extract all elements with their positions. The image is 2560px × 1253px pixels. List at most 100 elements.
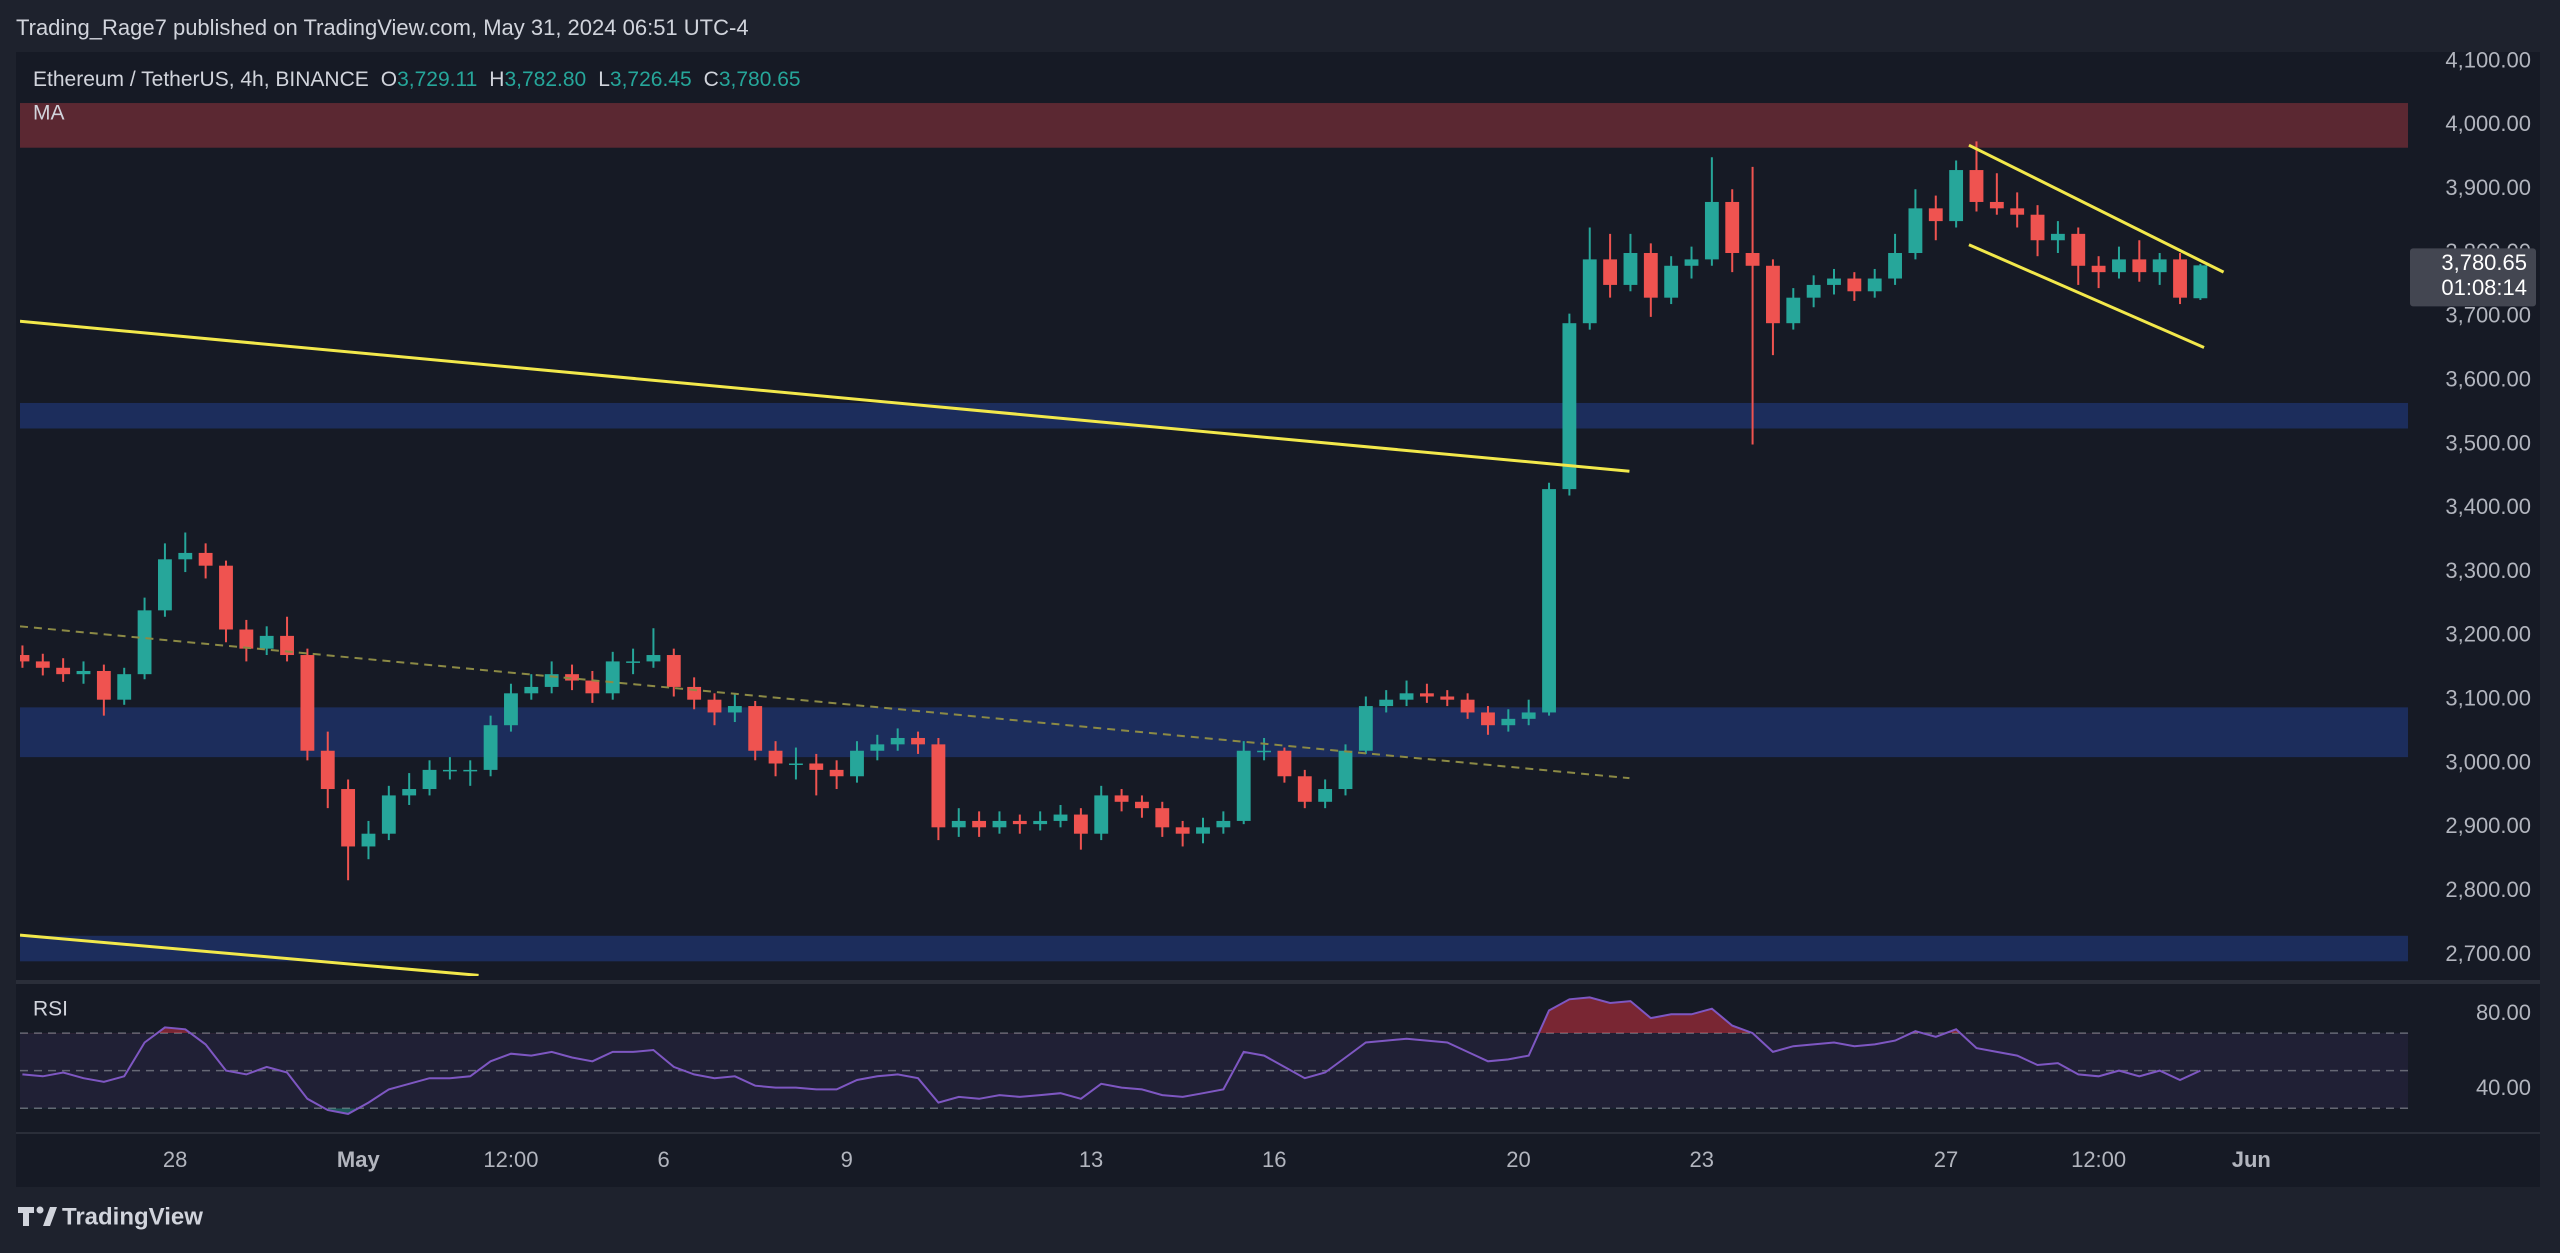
candle-body	[239, 629, 254, 649]
y-tick-label: 2,700.00	[2445, 941, 2531, 966]
candle-body	[707, 699, 722, 713]
candle-body	[1827, 278, 1841, 285]
candle-body	[320, 750, 335, 790]
trend-line	[20, 319, 1630, 473]
candle-body	[1318, 789, 1333, 802]
candle-body	[585, 680, 600, 694]
candle-body	[1704, 201, 1719, 260]
y-tick-label: 3,300.00	[2445, 558, 2531, 583]
candle-body	[219, 565, 233, 630]
candle-body	[666, 655, 681, 687]
price-pane	[20, 103, 2408, 976]
candle-body	[1216, 820, 1231, 828]
zone	[20, 402, 2408, 429]
candle-body	[911, 737, 925, 745]
trend-line	[20, 625, 1630, 780]
candle-body	[1542, 489, 1556, 713]
x-tick-label: 12:00	[2071, 1147, 2126, 1172]
rsi-overbought-fill	[22, 997, 2201, 1034]
ohlc-field: O	[381, 68, 397, 91]
candle-body	[1236, 750, 1251, 821]
candle-body	[2091, 265, 2106, 273]
candle-body	[1745, 253, 1760, 266]
x-tick-label: Jun	[2232, 1147, 2271, 1172]
candle-body	[96, 670, 111, 700]
candle-body	[198, 552, 213, 566]
candle-body	[2193, 265, 2208, 299]
zone	[20, 103, 2408, 148]
x-tick-label: 20	[1506, 1147, 1530, 1172]
rsi-pane	[20, 996, 2408, 1115]
brand-name: TradingView	[62, 1203, 203, 1230]
y-tick-label: 2,900.00	[2445, 813, 2531, 838]
candle-body	[2071, 233, 2086, 266]
x-tick-label: 9	[841, 1147, 853, 1172]
x-tick-label: 13	[1079, 1147, 1103, 1172]
candle-body	[565, 674, 579, 681]
candle-body	[341, 789, 356, 847]
candle-body	[1012, 820, 1027, 825]
zone	[20, 707, 2408, 758]
x-tick-label: 28	[163, 1147, 187, 1172]
candle-body	[1440, 696, 1455, 700]
candle-body	[402, 789, 417, 796]
candle-body	[809, 763, 824, 770]
candle-body	[524, 686, 539, 694]
candle-body	[1888, 253, 1902, 279]
candle-body	[870, 744, 885, 751]
candle-body	[1257, 750, 1271, 753]
y-tick-label: 3,400.00	[2445, 494, 2531, 519]
candle-body	[2132, 259, 2147, 273]
candle-body	[76, 670, 91, 675]
candle-body	[931, 744, 946, 828]
candle-body	[1175, 827, 1190, 834]
candle-body	[1684, 259, 1699, 266]
candle-body	[788, 763, 803, 766]
candle-body	[1643, 253, 1658, 298]
candle-body	[1379, 699, 1394, 707]
candle-body	[2050, 233, 2065, 241]
candle-body	[117, 674, 132, 700]
candle-body	[1033, 820, 1048, 825]
candle-body	[361, 833, 376, 847]
y-tick-label: 2,800.00	[2445, 877, 2531, 902]
candle-body	[381, 795, 396, 834]
axes: 2,700.00 2,800.00 2,900.00 3,000.00 3,100.00…	[163, 47, 2536, 1172]
trend-line	[20, 933, 479, 976]
candle-body	[1949, 170, 1964, 222]
candle-body	[1419, 693, 1434, 697]
candle-body	[1725, 201, 1740, 254]
candle-body	[1521, 712, 1536, 719]
candle-body	[1582, 259, 1597, 324]
candle-body	[850, 750, 864, 777]
candle-body	[1562, 323, 1577, 490]
candle-body	[1155, 808, 1170, 828]
candle-body	[1501, 718, 1516, 726]
last-price: 3,780.65	[2441, 250, 2527, 275]
x-tick-label: 6	[657, 1147, 669, 1172]
candle-body	[1623, 253, 1638, 285]
candle-body	[1297, 776, 1312, 802]
candle-body	[951, 820, 966, 828]
symbol-legend: Ethereum / TetherUS, 4h, BINANCE O3,729.1…	[33, 68, 801, 91]
candle-body	[1766, 265, 1780, 324]
candle-body	[2112, 259, 2126, 273]
y-tick-label: 3,700.00	[2445, 303, 2531, 328]
candle-body	[1277, 750, 1292, 777]
candle-body	[890, 737, 905, 745]
y-tick-label: 4,000.00	[2445, 111, 2531, 136]
candle-body	[1969, 170, 1984, 202]
candle-body	[422, 769, 437, 790]
candle-body	[829, 769, 844, 777]
candle-body	[1196, 827, 1210, 834]
trend-line	[1968, 243, 2205, 349]
candle-body	[1786, 297, 1801, 324]
candle-body	[1806, 284, 1821, 298]
candle-body	[259, 635, 274, 649]
candle-body	[768, 750, 783, 764]
candle-body	[2010, 208, 2025, 215]
candle-body	[1358, 706, 1373, 751]
candle-body	[1847, 278, 1862, 292]
candle-body	[463, 769, 478, 772]
candle-body	[1114, 795, 1129, 802]
